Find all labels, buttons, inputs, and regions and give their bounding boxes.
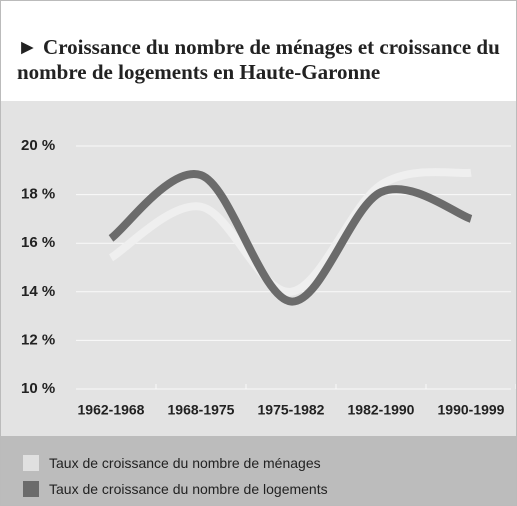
y-tick-label: 18 % [21, 186, 55, 203]
x-tick-label: 1962-1968 [78, 402, 145, 418]
x-tick-label: 1990-1999 [438, 402, 505, 418]
legend-swatch [23, 481, 39, 497]
legend-label: Taux de croissance du nombre de logement… [49, 481, 328, 497]
x-tick-label: 1975-1982 [258, 402, 325, 418]
legend-swatch [23, 455, 39, 471]
y-tick-label: 20 % [21, 137, 55, 154]
x-tick-label: 1982-1990 [348, 402, 415, 418]
legend-entry: Taux de croissance du nombre de ménages [1, 450, 516, 476]
legend-entry: Taux de croissance du nombre de logement… [1, 476, 516, 502]
line [108, 170, 473, 306]
y-tick-label: 10 % [21, 380, 55, 397]
y-tick-label: 14 % [21, 283, 55, 300]
y-tick-label: 12 % [21, 331, 55, 348]
plot: 10 % 12 % 14 % 16 % 18 % 20 % 1962-1968 1968-19… [1, 101, 516, 436]
legend-label: Taux de croissance du nombre de ménages [49, 455, 321, 471]
y-tick-label: 16 % [21, 234, 55, 251]
line [108, 168, 472, 296]
x-tick-label: 1968-1975 [168, 402, 235, 418]
legend: Taux de croissance du nombre de ménages T… [1, 436, 516, 505]
chart-title: ► Croissance du nombre de ménages et cro… [17, 35, 500, 84]
